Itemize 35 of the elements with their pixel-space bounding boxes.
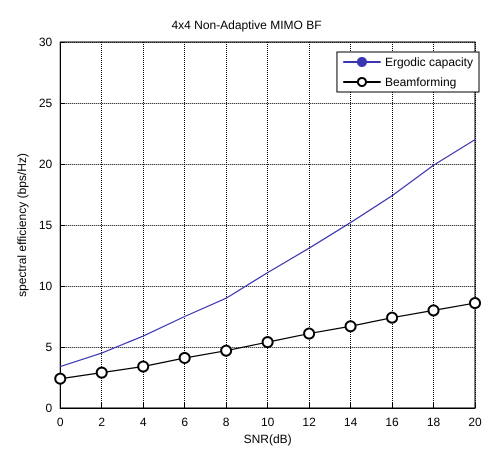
x-tick-label: 16 — [385, 415, 400, 429]
point — [96, 366, 108, 379]
chart-title: 4x4 Non-Adaptive MIMO BF — [171, 18, 322, 32]
point — [344, 320, 357, 332]
y-tick-label: 10 — [38, 279, 53, 293]
y-tick-label: 5 — [46, 340, 53, 354]
point — [428, 304, 440, 316]
point — [220, 344, 232, 357]
point — [469, 297, 481, 310]
y-tick-label: 30 — [38, 35, 53, 49]
y-axis-title: spectral efficiency (bps/Hz) — [15, 153, 29, 297]
y-tick-label: 20 — [38, 157, 53, 171]
y-tick-label: 25 — [38, 96, 53, 110]
x-tick-label: 8 — [222, 415, 230, 429]
x-tick-label: 0 — [56, 415, 64, 429]
point — [303, 328, 316, 340]
point — [54, 372, 66, 385]
x-tick-label: 6 — [181, 415, 188, 429]
x-tick-label: 18 — [426, 415, 441, 429]
x-axis-title: SNR(dB) — [244, 432, 292, 446]
point — [262, 336, 274, 348]
y-tick-label: 15 — [38, 218, 53, 232]
legend-label: Beamforming — [384, 75, 456, 89]
x-tick-label: 20 — [468, 415, 482, 429]
legend-label: Ergodic capacity — [384, 55, 474, 69]
line-series — [60, 139, 476, 368]
x-tick-label: 4 — [140, 415, 147, 429]
x-tick-label: 10 — [260, 415, 275, 429]
point — [137, 360, 150, 373]
point — [386, 312, 398, 324]
point — [178, 352, 191, 364]
x-tick-label: 14 — [344, 415, 358, 429]
y-tick-label: 0 — [46, 401, 53, 415]
x-tick-label: 2 — [98, 415, 106, 429]
x-tick-label: 12 — [302, 415, 316, 429]
